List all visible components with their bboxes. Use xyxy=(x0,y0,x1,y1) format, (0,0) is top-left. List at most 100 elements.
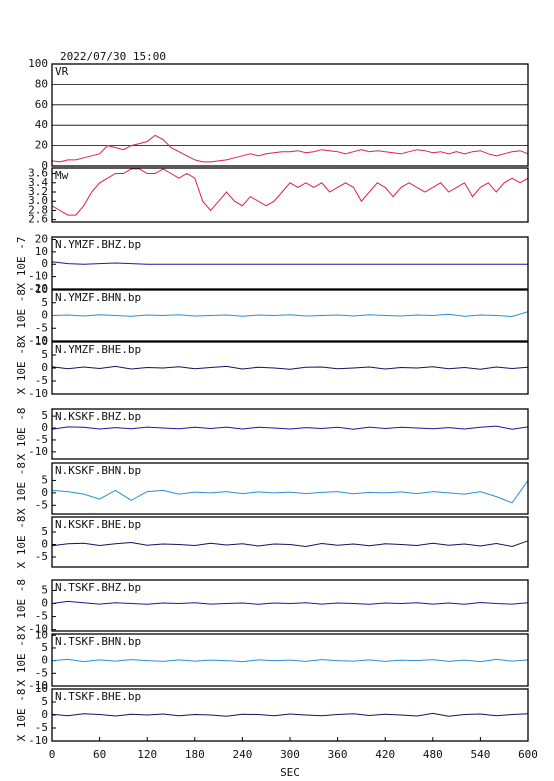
y-tick-label: 0 xyxy=(41,257,48,270)
panel-frame xyxy=(51,462,529,515)
panel-frame xyxy=(51,408,529,460)
y-axis-label: X 10E -8 xyxy=(15,516,28,569)
data-line xyxy=(51,168,529,216)
data-line xyxy=(51,658,529,663)
y-tick-label: 0 xyxy=(41,538,48,551)
chart-title: 2022/07/30 15:00 xyxy=(60,50,166,63)
data-line xyxy=(51,712,529,717)
y-tick-label: 20 xyxy=(35,232,48,245)
x-axis-label: SEC xyxy=(280,766,300,779)
panel-title: N.TSKF.BHZ.bp xyxy=(55,581,141,594)
y-tick-label: 5 xyxy=(41,583,48,596)
data-line xyxy=(51,540,529,548)
y-tick-label: 60 xyxy=(35,98,48,111)
y-tick-label: 10 xyxy=(35,682,48,695)
y-tick-label: 3.4 xyxy=(28,176,48,189)
y-tick-label: -5 xyxy=(35,321,48,334)
y-tick-label: -5 xyxy=(35,550,48,563)
y-tick-label: -10 xyxy=(28,734,48,747)
panel-frame xyxy=(51,633,529,687)
panel-frame xyxy=(51,289,529,342)
y-tick-label: 0 xyxy=(41,421,48,434)
y-tick-label: -10 xyxy=(28,334,48,347)
y-tick-label: 0 xyxy=(41,708,48,721)
panel-title: N.YMZF.BHZ.bp xyxy=(55,238,141,251)
panel-frame xyxy=(51,167,529,223)
y-tick-label: -10 xyxy=(28,270,48,283)
x-tick-label: 420 xyxy=(375,748,395,761)
data-line xyxy=(51,261,528,265)
panel-title: N.TSKF.BHN.bp xyxy=(55,635,141,648)
y-tick-label: 5 xyxy=(41,695,48,708)
data-line xyxy=(51,134,529,163)
y-tick-label: 5 xyxy=(41,348,48,361)
y-tick-label: 100 xyxy=(28,57,48,70)
data-line xyxy=(51,600,529,605)
panel-frame xyxy=(51,236,529,290)
y-tick-label: -10 xyxy=(28,387,48,400)
y-axis-label: X 10E -8 xyxy=(15,342,28,395)
data-line xyxy=(51,480,529,504)
y-tick-label: 5 xyxy=(41,473,48,486)
x-tick-label: 300 xyxy=(280,748,300,761)
y-tick-label: 3.6 xyxy=(28,167,48,180)
y-tick-label: -5 xyxy=(35,666,48,679)
data-line xyxy=(51,425,529,430)
panel-frame xyxy=(51,341,529,395)
y-tick-label: -10 xyxy=(28,445,48,458)
y-tick-label: 10 xyxy=(35,335,48,348)
panel-frame xyxy=(51,516,529,568)
panel-title: VR xyxy=(55,65,69,78)
panel-title: N.KSKF.BHZ.bp xyxy=(55,410,141,423)
y-tick-label: 20 xyxy=(35,139,48,152)
y-tick-label: 3.0 xyxy=(28,194,48,207)
panel-title: Mw xyxy=(55,169,69,182)
y-tick-label: 5 xyxy=(41,525,48,538)
y-axis-label: X 10E -8 xyxy=(15,289,28,342)
y-tick-label: -20 xyxy=(28,282,48,295)
y-tick-label: 0 xyxy=(41,597,48,610)
y-tick-label: 0 xyxy=(41,486,48,499)
data-line xyxy=(51,311,529,318)
panel-title: N.YMZF.BHN.bp xyxy=(55,291,141,304)
x-tick-label: 180 xyxy=(185,748,205,761)
x-tick-label: 120 xyxy=(137,748,157,761)
y-axis-label: X 10E -8 xyxy=(15,579,28,632)
x-tick-label: 600 xyxy=(518,748,538,761)
x-tick-label: 540 xyxy=(470,748,490,761)
panel-title: N.YMZF.BHE.bp xyxy=(55,343,141,356)
y-axis-label: X 10E -8 xyxy=(15,462,28,515)
data-line xyxy=(51,365,529,370)
y-tick-label: 2.8 xyxy=(28,203,48,216)
y-tick-label: -5 xyxy=(35,498,48,511)
y-tick-label: 80 xyxy=(35,77,48,90)
y-tick-label: -5 xyxy=(35,610,48,623)
panel-frame xyxy=(51,579,529,632)
y-axis-label: X 10E -8 xyxy=(15,634,28,687)
y-tick-label: 0 xyxy=(41,159,48,172)
y-axis-label: X 10E -8 xyxy=(15,408,28,461)
y-tick-label: -10 xyxy=(28,623,48,636)
y-tick-label: 10 xyxy=(35,283,48,296)
y-tick-label: 5 xyxy=(41,296,48,309)
y-axis-label: X 10E -8 xyxy=(15,689,28,742)
y-tick-label: 0 xyxy=(41,654,48,667)
y-tick-label: 2.6 xyxy=(28,213,48,226)
y-tick-label: 0 xyxy=(41,309,48,322)
y-tick-label: 40 xyxy=(35,118,48,131)
x-tick-label: 360 xyxy=(328,748,348,761)
x-tick-label: 60 xyxy=(93,748,106,761)
y-tick-label: 5 xyxy=(41,409,48,422)
y-axis-label: X 10E -7 xyxy=(15,237,28,290)
y-tick-label: -10 xyxy=(28,679,48,692)
y-tick-label: -5 xyxy=(35,374,48,387)
y-tick-label: 3.2 xyxy=(28,185,48,198)
y-tick-label: -5 xyxy=(35,721,48,734)
panel-title: N.TSKF.BHE.bp xyxy=(55,690,141,703)
y-tick-label: 5 xyxy=(41,641,48,654)
panel-frame xyxy=(51,63,529,167)
panel-title: N.KSKF.BHE.bp xyxy=(55,518,141,531)
y-tick-label: 0 xyxy=(41,361,48,374)
panel-title: N.KSKF.BHN.bp xyxy=(55,464,141,477)
